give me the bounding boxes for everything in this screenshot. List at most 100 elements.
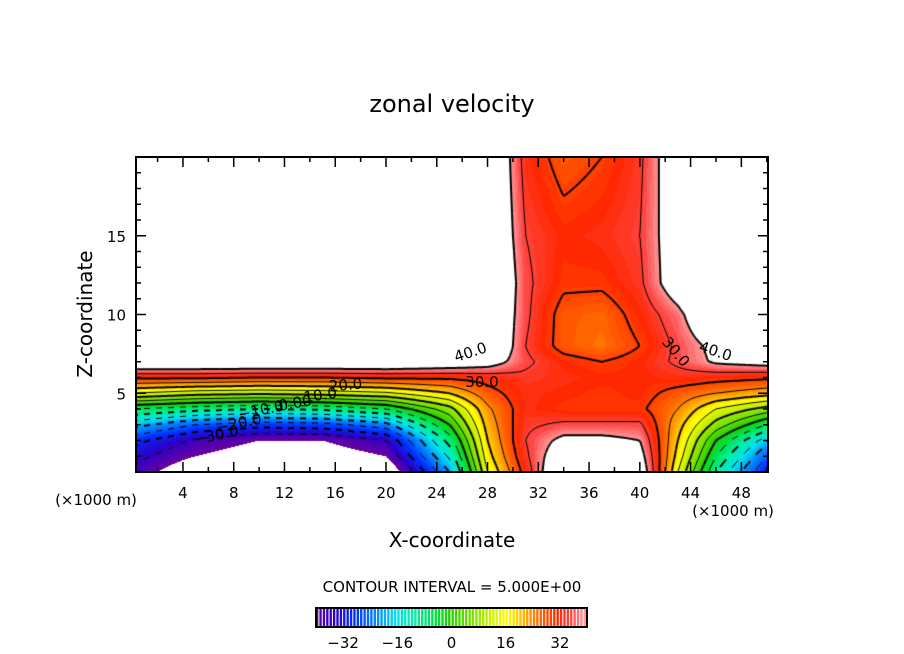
colorbar-swatch (570, 608, 573, 627)
colorbar (315, 607, 588, 628)
colorbar-swatch (485, 608, 488, 627)
colorbar-swatch (576, 608, 580, 627)
colorbar-swatch (553, 608, 556, 627)
colorbar-swatch (556, 608, 559, 627)
colorbar-swatch (349, 608, 353, 627)
colorbar-swatch (370, 608, 373, 627)
colorbar-swatch (509, 608, 512, 627)
colorbar-frame (315, 607, 588, 628)
y-tick-label: 5 (116, 385, 126, 403)
colorbar-swatch (488, 608, 492, 627)
colorbar-swatch (441, 608, 444, 627)
colorbar-swatch (393, 608, 397, 627)
colorbar-swatch (424, 608, 427, 627)
colorbar-swatch (329, 608, 332, 627)
colorbar-swatch (360, 608, 363, 627)
colorbar-swatch (465, 608, 468, 627)
colorbar-swatch (410, 608, 414, 627)
colorbar-swatch (366, 608, 370, 627)
colorbar-swatch (383, 608, 387, 627)
colorbar-swatch (376, 608, 380, 627)
x-tick-label: 28 (478, 484, 497, 502)
y-tick-label: 15 (107, 228, 126, 246)
colorbar-swatch (444, 608, 448, 627)
colorbar-swatch (505, 608, 509, 627)
x-unit-right: (×1000 m) (692, 502, 774, 520)
colorbar-swatch (478, 608, 481, 627)
colorbar-swatch (519, 608, 522, 627)
x-tick-label: 16 (326, 484, 345, 502)
x-tick-label: 48 (732, 484, 751, 502)
x-tick-label: 4 (178, 484, 188, 502)
colorbar-swatch (434, 608, 437, 627)
colorbar-swatch (492, 608, 495, 627)
chart-title: zonal velocity (369, 90, 534, 118)
colorbar-swatch (417, 608, 420, 627)
colorbar-swatch (421, 608, 424, 627)
x-tick-label: 40 (630, 484, 649, 502)
colorbar-tick-labels: −32 −16 0 16 32 (327, 634, 569, 652)
colorbar-swatch (542, 608, 546, 627)
colorbar-swatch (332, 608, 336, 627)
colorbar-swatch (454, 608, 458, 627)
x-tick-label: 36 (580, 484, 599, 502)
colorbar-swatch (390, 608, 393, 627)
colorbar-swatch (495, 608, 498, 627)
colorbar-swatch (458, 608, 461, 627)
x-tick-labels: 4 8 12 16 20 24 28 32 36 40 44 48 (178, 484, 751, 502)
colorbar-swatch (380, 608, 383, 627)
colorbar-swatch (326, 608, 329, 627)
colorbar-swatch (397, 608, 400, 627)
x-tick-label: 32 (529, 484, 548, 502)
x-axis-label: X-coordinate (389, 528, 516, 552)
colorbar-swatch (529, 608, 532, 627)
colorbar-swatch (346, 608, 349, 627)
colorbar-swatch (566, 608, 570, 627)
colorbar-swatch (573, 608, 576, 627)
colorbar-swatch (536, 608, 539, 627)
colorbar-swatch (427, 608, 431, 627)
colorbar-swatch (502, 608, 505, 627)
colorbar-swatch (343, 608, 346, 627)
colorbar-tick-label: 32 (550, 634, 569, 652)
contour-label: 40.0 (452, 339, 489, 366)
colorbar-swatch (353, 608, 356, 627)
colorbar-swatch (583, 608, 586, 627)
contour-label: 30.0 (465, 373, 498, 391)
x-tick-label: 24 (427, 484, 446, 502)
contour-label: 40.0 (697, 338, 734, 365)
y-tick-labels: 5 10 15 (107, 228, 126, 404)
colorbar-swatch (468, 608, 471, 627)
x-tick-label: 44 (681, 484, 700, 502)
colorbar-swatch (339, 608, 343, 627)
contour-label: 30.0 (658, 333, 693, 370)
colorbar-tick-label: −16 (381, 634, 413, 652)
colorbar-swatch (515, 608, 519, 627)
colorbar-swatch (322, 608, 326, 627)
x-unit-left: (×1000 m) (55, 491, 137, 509)
colorbar-swatch (414, 608, 417, 627)
contour-label: 0.00 (277, 391, 313, 415)
y-axis-label: Z-coordinate (73, 250, 97, 377)
colorbar-swatch (431, 608, 434, 627)
colorbar-swatch (563, 608, 566, 627)
colorbar-swatch (498, 608, 502, 627)
colorbar-swatch (526, 608, 529, 627)
colorbar-swatch (373, 608, 376, 627)
colorbar-swatch (356, 608, 360, 627)
colorbar-swatch (336, 608, 339, 627)
colorbar-swatch (512, 608, 515, 627)
colorbar-swatch (522, 608, 526, 627)
colorbar-swatch (404, 608, 407, 627)
contour-label: −30.0 (192, 422, 241, 449)
colorbar-swatch (319, 608, 322, 627)
x-tick-label: 20 (376, 484, 395, 502)
x-tick-label: 8 (229, 484, 239, 502)
colorbar-swatch (471, 608, 475, 627)
contour-interval-text: CONTOUR INTERVAL = 5.000E+00 (323, 578, 582, 596)
colorbar-swatch (461, 608, 465, 627)
colorbar-swatch (316, 608, 319, 627)
colorbar-swatch (387, 608, 390, 627)
